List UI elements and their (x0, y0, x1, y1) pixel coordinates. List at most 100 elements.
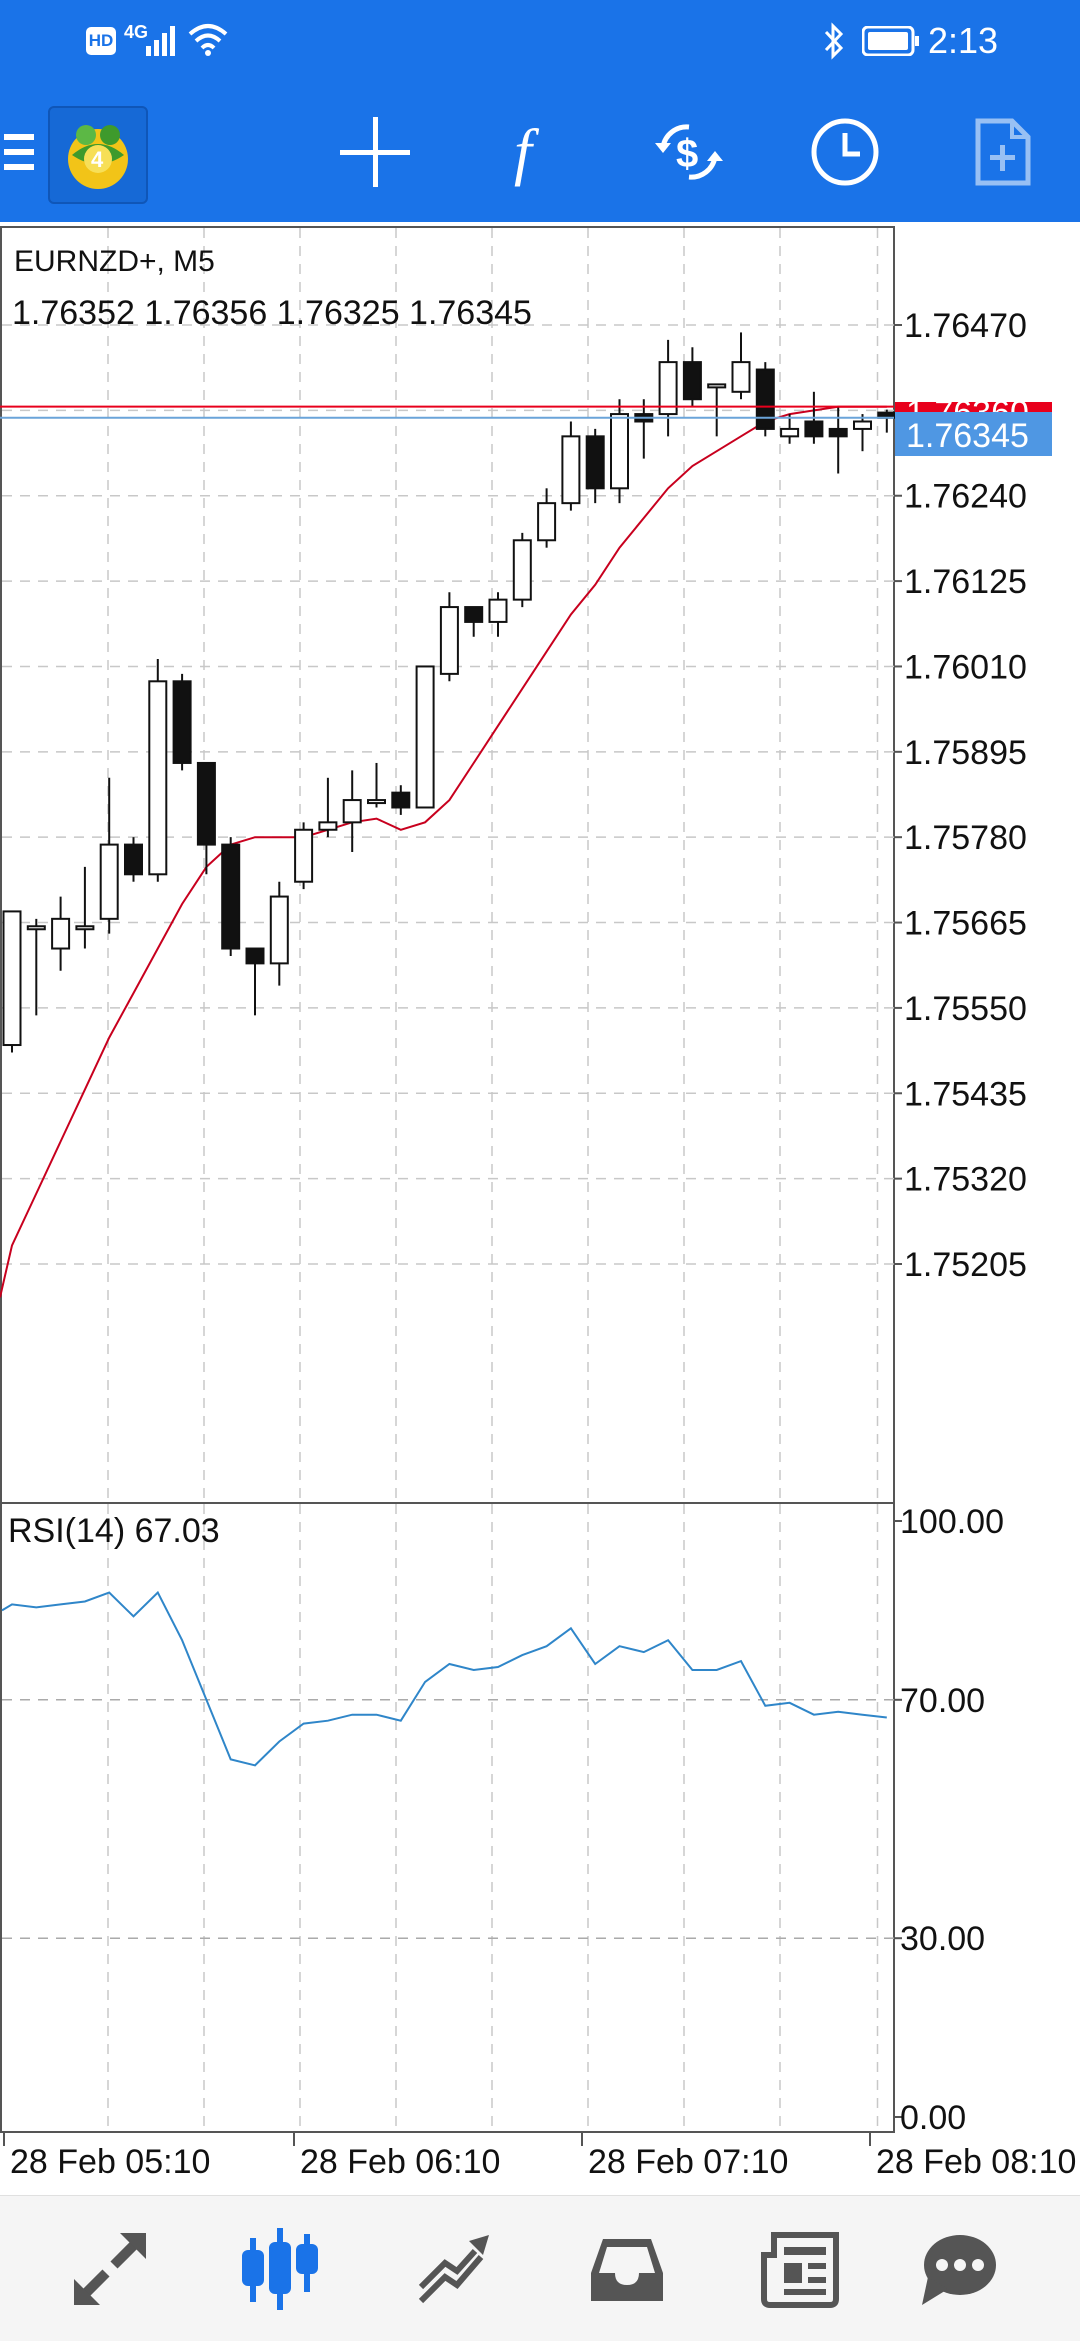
price-tick-label: 1.75895 (904, 734, 1027, 772)
candle (682, 347, 702, 407)
candle (658, 339, 678, 437)
candle (731, 332, 751, 400)
price-tick-label: 1.75320 (904, 1161, 1027, 1199)
candle (561, 421, 581, 511)
main-chart[interactable]: EURNZD+, M5 1.76352 1.76356 1.76325 1.76… (0, 226, 1052, 1504)
news-icon (761, 2231, 839, 2308)
hd-badge-icon: HD (86, 27, 116, 55)
candle (148, 659, 168, 882)
candle (196, 761, 216, 875)
rsi-grid (2, 1504, 894, 2131)
nav-quotes[interactable] (50, 2196, 170, 2341)
price-tick-label: 1.75205 (904, 1246, 1027, 1284)
price-tick-label: 1.75780 (904, 819, 1027, 857)
candle (780, 414, 800, 444)
nav-chart[interactable] (220, 2196, 340, 2341)
new-object-button[interactable] (958, 102, 1048, 202)
candle-body-bullish (99, 843, 119, 920)
candle (342, 770, 362, 853)
time-tick-label: 28 Feb 05:10 (10, 2143, 210, 2181)
rsi-line (1, 1590, 887, 1767)
new-object-icon (975, 118, 1031, 186)
candle-body-bullish (415, 665, 435, 809)
candles (2, 332, 897, 1053)
quotes-icon (74, 2232, 146, 2305)
rsi-tick-label: 0.00 (900, 2099, 966, 2137)
crosshair-button[interactable] (330, 102, 420, 202)
network-type: 4G (124, 22, 149, 42)
candle (707, 383, 727, 437)
nav-trade[interactable] (393, 2196, 513, 2341)
candle-body-bullish (367, 799, 386, 805)
candle (488, 592, 508, 637)
crosshair-icon (340, 117, 410, 187)
status-bar: HD 4G 2:13 (0, 0, 1080, 82)
network-badge: HD (88, 31, 114, 50)
rsi-chart-frame (0, 1502, 895, 2133)
trade-icon: $ (655, 124, 723, 180)
time-tick-label: 28 Feb 08:10 (876, 2143, 1076, 2181)
candle (367, 762, 386, 808)
candle-body-bullish (658, 361, 678, 416)
candle-body-bullish (707, 383, 727, 389)
candle (853, 414, 872, 452)
price-labels: 1.76360 1.76345 (895, 394, 1052, 456)
status-time: 2:13 (928, 20, 999, 61)
candle-body-bullish (269, 895, 289, 965)
menu-button[interactable] (0, 112, 40, 192)
candle (245, 947, 265, 1016)
candle (99, 777, 119, 934)
price-tick-label: 1.76470 (904, 307, 1027, 345)
nav-news[interactable] (740, 2196, 860, 2341)
nav-chat[interactable] (898, 2196, 1018, 2341)
candle-body-bearish (804, 420, 824, 438)
candle-body-bullish (51, 917, 71, 950)
candle-body-bearish (245, 947, 265, 965)
candle (537, 488, 557, 548)
candle (464, 606, 484, 637)
price-tick-label: 1.76240 (904, 478, 1027, 516)
candle (2, 910, 22, 1053)
candle-body-bullish (318, 821, 338, 831)
signal-icon (146, 26, 175, 56)
candle-body-bullish (342, 799, 362, 824)
candle-body-bullish (439, 606, 459, 675)
candle-body-bullish (512, 539, 532, 601)
price-tick-label: 1.75435 (904, 1075, 1027, 1113)
candle (439, 592, 459, 682)
metatrader-logo[interactable]: 4 (48, 106, 148, 204)
trade-nav-icon (418, 2234, 489, 2303)
time-tick-label: 28 Feb 07:10 (588, 2143, 788, 2181)
candle-body-bearish (391, 791, 411, 809)
indicators-icon: f (514, 117, 540, 187)
chart-icon (242, 2227, 318, 2310)
price-tick-label: 1.75665 (904, 905, 1027, 943)
price-tick-label: 1.76010 (904, 648, 1027, 686)
svg-text:f: f (514, 117, 540, 187)
chat-icon (922, 2234, 996, 2305)
wifi-icon (188, 24, 228, 56)
candle-body-bullish (294, 828, 314, 883)
candle-body-bullish (780, 427, 800, 438)
candle-body-bullish (853, 420, 872, 430)
candle (75, 866, 95, 949)
indicators-button[interactable]: f (488, 102, 578, 202)
candle (172, 673, 192, 771)
rsi-chart[interactable]: RSI(14) 67.03 100.00 70.00 30.00 0.00 (0, 1502, 1004, 2137)
candle-body-bearish (682, 361, 702, 401)
app-toolbar: 4 f $ (0, 82, 1080, 222)
moving-average-line (0, 405, 887, 1298)
candle (294, 822, 314, 890)
time-axis: 28 Feb 05:10 28 Feb 06:10 28 Feb 07:10 28 F… (3, 2132, 1076, 2181)
chart-symbol: EURNZD+, M5 (14, 245, 215, 278)
svg-text:4: 4 (91, 147, 104, 172)
candle (269, 881, 289, 986)
trade-button[interactable]: $ (644, 102, 734, 202)
candle (391, 785, 411, 815)
candle (51, 896, 71, 971)
nav-history[interactable] (567, 2196, 687, 2341)
timeframe-button[interactable] (800, 102, 890, 202)
candle (585, 428, 605, 504)
chart-area[interactable]: EURNZD+, M5 1.76352 1.76356 1.76325 1.76… (0, 222, 1080, 2195)
current-price-label-bg (895, 412, 1052, 456)
